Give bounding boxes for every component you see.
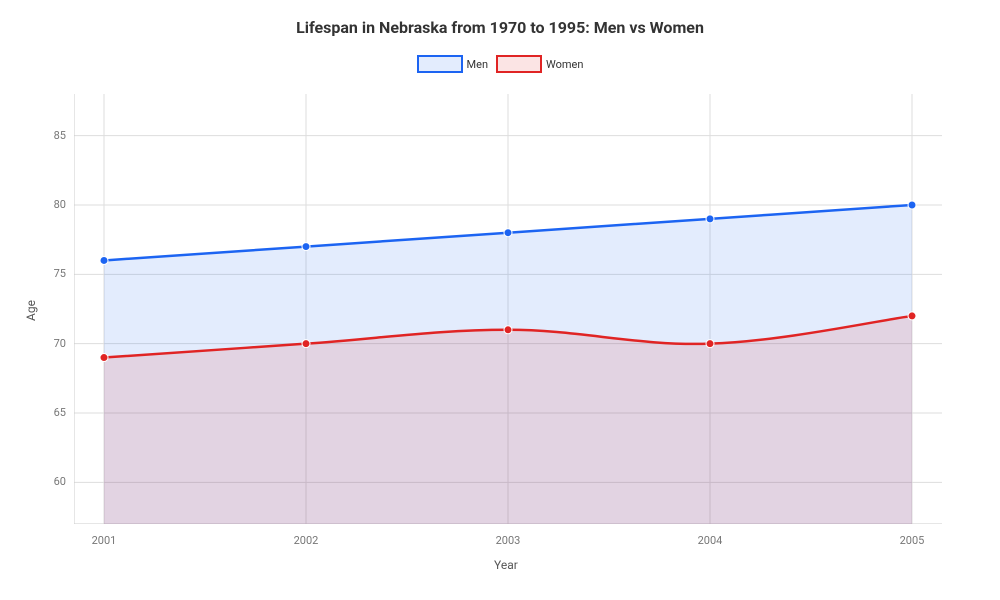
legend-label-men: Men <box>467 58 489 71</box>
x-tick-label: 2002 <box>291 534 321 547</box>
y-tick-label: 80 <box>54 198 66 211</box>
plot-area <box>74 94 942 524</box>
legend-swatch-men <box>417 55 463 73</box>
legend-item-men[interactable]: Men <box>417 55 489 73</box>
x-tick-label: 2003 <box>493 534 523 547</box>
y-tick-label: 85 <box>54 129 66 142</box>
y-tick-label: 65 <box>54 406 66 419</box>
y-axis-title: Age <box>24 300 38 321</box>
legend-swatch-women <box>496 55 542 73</box>
legend-item-women[interactable]: Women <box>496 55 583 73</box>
y-tick-label: 60 <box>54 475 66 488</box>
legend-label-women: Women <box>546 58 583 71</box>
chart-title: Lifespan in Nebraska from 1970 to 1995: … <box>0 0 1000 37</box>
x-tick-label: 2004 <box>695 534 725 547</box>
y-tick-label: 70 <box>54 337 66 350</box>
chart-container: Lifespan in Nebraska from 1970 to 1995: … <box>0 0 1000 600</box>
legend: Men Women <box>0 55 1000 73</box>
x-axis-title: Year <box>494 558 518 572</box>
y-tick-label: 75 <box>54 267 66 280</box>
x-tick-label: 2001 <box>89 534 119 547</box>
x-tick-label: 2005 <box>897 534 927 547</box>
